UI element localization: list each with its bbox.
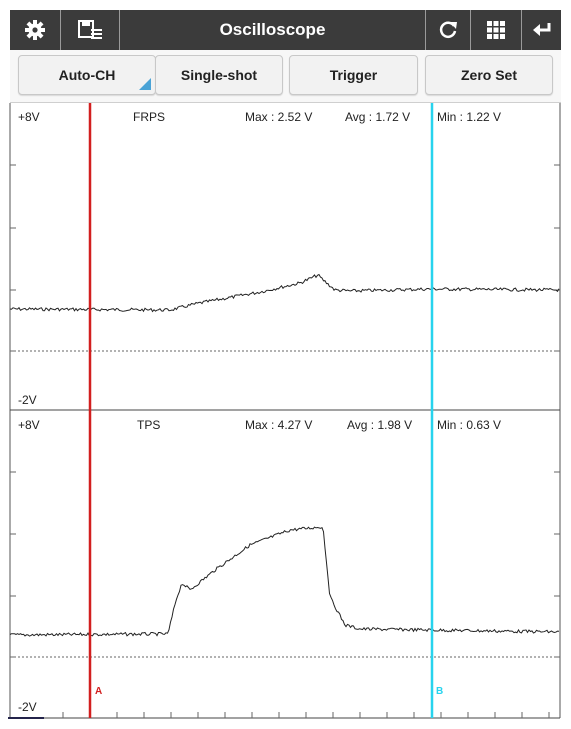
panel1-bottom-scale: -2V	[18, 393, 37, 407]
auto-ch-button[interactable]: Auto-CH	[18, 55, 156, 95]
panel1-avg: Avg : 1.72 V	[345, 110, 411, 124]
grid-button[interactable]	[471, 10, 521, 50]
zero-set-button[interactable]: Zero Set	[425, 55, 553, 95]
tps-waveform	[9, 526, 560, 637]
panel1-max: Max : 2.52 V	[245, 110, 313, 124]
cursor-b-label: B	[436, 686, 444, 697]
panel2-max: Max : 4.27 V	[245, 418, 313, 432]
scope-area[interactable]: +8V FRPS Max : 2.52 V Avg : 1.72 V Min :…	[0, 103, 571, 729]
save-list-button[interactable]	[61, 10, 119, 50]
cursor-a-label: A	[95, 686, 103, 697]
save-list-icon	[78, 20, 102, 39]
gear-icon	[25, 20, 45, 40]
refresh-button[interactable]	[426, 10, 470, 50]
auto-ch-label: Auto-CH	[58, 67, 116, 83]
settings-button[interactable]	[10, 10, 60, 50]
top-toolbar: Oscilloscope	[10, 10, 561, 50]
panel1-top-scale: +8V	[18, 110, 40, 124]
back-button[interactable]	[522, 10, 561, 50]
single-shot-button[interactable]: Single-shot	[155, 55, 283, 95]
function-button-row: Auto-CH Single-shot Trigger Zero Set	[10, 50, 561, 103]
trigger-label: Trigger	[329, 67, 378, 83]
panel2-top-scale: +8V	[18, 418, 40, 432]
trigger-button[interactable]: Trigger	[289, 55, 418, 95]
refresh-icon	[439, 21, 457, 38]
panel1-min: Min : 1.22 V	[437, 110, 502, 124]
panel2-bottom-scale: -2V	[18, 700, 37, 714]
panel1-channel-name: FRPS	[133, 110, 166, 124]
back-icon	[532, 23, 550, 36]
waveform-canvas	[8, 103, 561, 719]
panel2-avg: Avg : 1.98 V	[347, 418, 413, 432]
single-shot-label: Single-shot	[180, 67, 258, 83]
panel2-channel-name: TPS	[137, 418, 161, 432]
frps-waveform	[9, 273, 560, 313]
panel2-min: Min : 0.63 V	[437, 418, 502, 432]
grid-icon	[487, 21, 505, 39]
zero-set-label: Zero Set	[460, 67, 517, 83]
dropdown-corner-icon	[139, 78, 151, 90]
app-title: Oscilloscope	[219, 20, 326, 39]
